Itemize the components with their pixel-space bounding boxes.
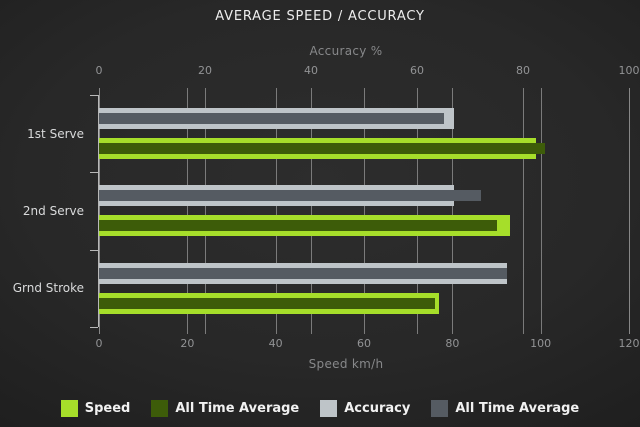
legend-swatch-icon	[60, 399, 78, 417]
bottom-axis-tick-label: 60	[357, 337, 371, 350]
top-axis-title: Accuracy %	[309, 44, 383, 58]
top-axis-tick-label: 40	[304, 64, 318, 77]
legend-swatch-icon	[151, 399, 169, 417]
bottom-axis-tick-label: 20	[180, 337, 195, 350]
bottom-axis-title: Speed km/h	[308, 357, 384, 371]
bottom-axis-tick-label: 80	[445, 337, 460, 350]
bar-speed-all-time-average	[99, 143, 546, 154]
category-label: 1st Serve	[27, 126, 84, 141]
y-axis-line	[98, 95, 99, 327]
y-axis-tick	[90, 95, 98, 96]
top-axis-tick-label: 20	[198, 64, 212, 77]
category-label: 2nd Serve	[22, 204, 84, 218]
bottom-axis-gridline	[187, 88, 189, 334]
bottom-axis-gridline	[452, 88, 454, 334]
legend-swatch-icon	[431, 399, 449, 417]
category-label: Grnd Stroke	[12, 281, 84, 296]
legend-item-all-time-average[interactable]: All Time Average	[431, 399, 580, 417]
legend-item-all-time-average[interactable]: All Time Average	[151, 399, 300, 417]
y-axis-tick	[90, 327, 98, 328]
bottom-axis-gridline	[99, 88, 100, 334]
legend-label: All Time Average	[175, 400, 300, 416]
legend-item-speed[interactable]: Speed	[60, 399, 131, 417]
top-axis-gridline	[417, 88, 418, 334]
y-axis-tick	[90, 249, 98, 251]
bottom-axis-gridline	[629, 88, 630, 334]
legend-label: Speed	[84, 400, 131, 416]
bottom-axis-tick-label: 120	[618, 337, 640, 350]
bottom-axis-gridline	[364, 88, 365, 334]
legend-swatch-icon	[320, 399, 338, 417]
bottom-axis-tick-label: 0	[95, 337, 103, 350]
top-axis-gridline	[311, 88, 312, 334]
bottom-axis-tick-label: 40	[268, 337, 283, 350]
top-axis-gridline	[523, 88, 524, 334]
bottom-axis-tick-label: 100	[530, 337, 552, 350]
bottom-axis-gridline	[275, 88, 277, 334]
top-axis-gridline	[205, 88, 206, 334]
legend-item-accuracy[interactable]: Accuracy	[320, 399, 411, 417]
legend-label: Accuracy	[344, 400, 411, 416]
legend-label: All Time Average	[455, 400, 580, 416]
top-axis-tick-label: 0	[95, 64, 103, 77]
bottom-axis-gridline	[540, 88, 542, 334]
y-axis-tick	[90, 172, 98, 174]
bar-accuracy-all-time-average	[99, 113, 444, 124]
bar-accuracy-all-time-average	[99, 190, 481, 202]
chart-legend: Speed All Time Average Accuracy All Time Av…	[0, 398, 640, 418]
top-axis-tick-label: 80	[516, 64, 530, 77]
chart-title: AVERAGE SPEED / ACCURACY	[215, 9, 425, 24]
top-axis-tick-label: 100	[618, 64, 640, 77]
bar-speed-all-time-average	[99, 297, 435, 309]
top-axis-tick-label: 60	[410, 64, 424, 77]
bar-speed-all-time-average	[99, 220, 497, 232]
bar-accuracy-all-time-average	[99, 267, 508, 279]
